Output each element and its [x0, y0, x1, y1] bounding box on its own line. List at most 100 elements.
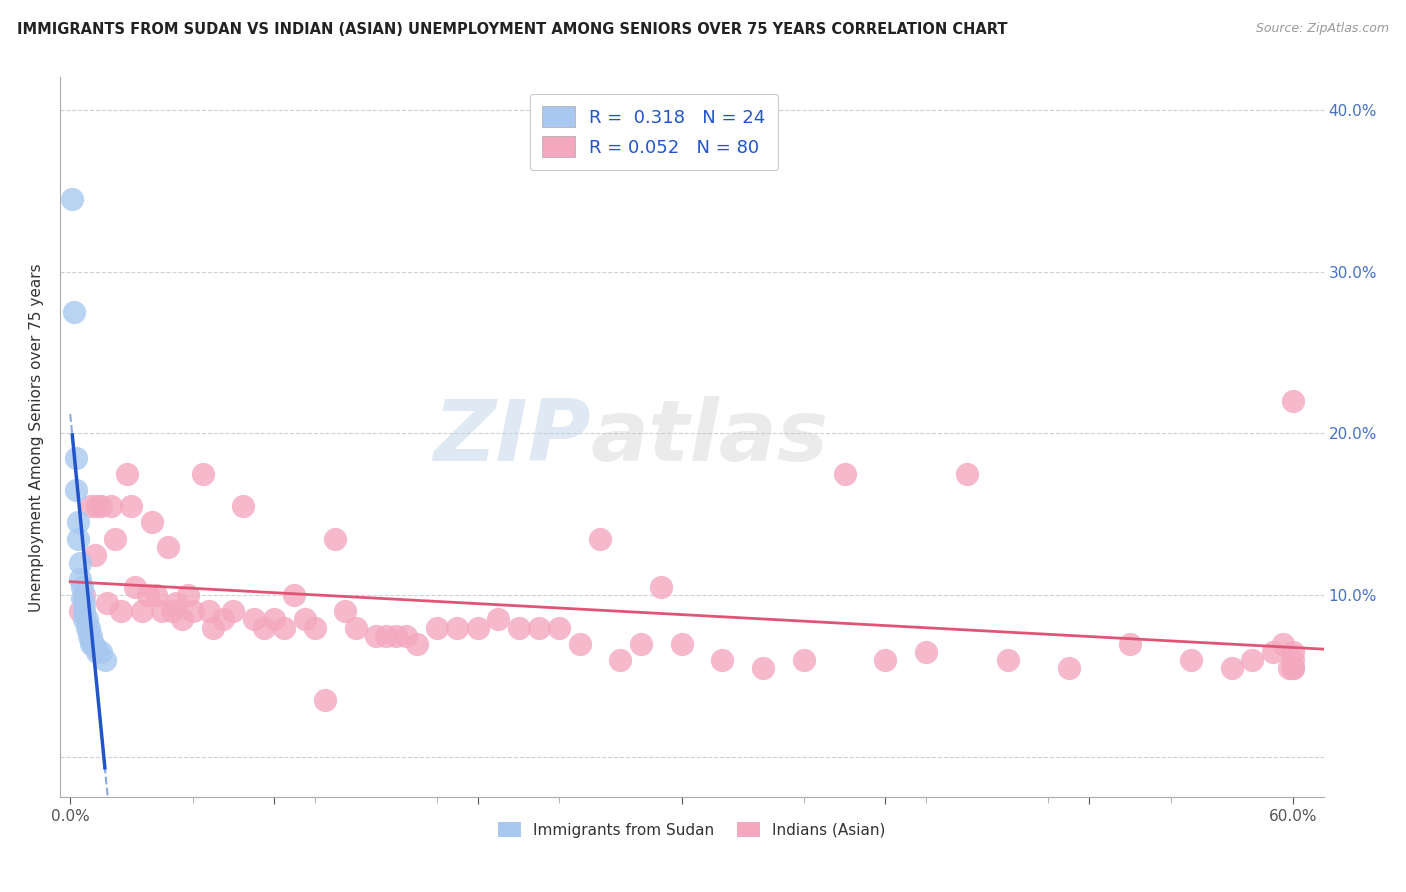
Point — [711, 653, 734, 667]
Text: IMMIGRANTS FROM SUDAN VS INDIAN (ASIAN) UNEMPLOYMENT AMONG SENIORS OVER 75 YEARS: IMMIGRANTS FROM SUDAN VS INDIAN (ASIAN) … — [17, 22, 1007, 37]
Point — [589, 532, 612, 546]
Point — [104, 532, 127, 546]
Point — [157, 540, 180, 554]
Point — [527, 621, 550, 635]
Point — [997, 653, 1019, 667]
Point — [65, 450, 87, 465]
Point — [1282, 394, 1305, 409]
Point — [90, 499, 112, 513]
Point — [1282, 661, 1305, 675]
Point — [273, 621, 295, 635]
Point — [752, 661, 775, 675]
Point — [76, 621, 98, 635]
Point — [191, 467, 214, 481]
Point — [1180, 653, 1202, 667]
Point — [1282, 645, 1305, 659]
Legend: Immigrants from Sudan, Indians (Asian): Immigrants from Sudan, Indians (Asian) — [492, 815, 891, 844]
Point — [145, 588, 167, 602]
Point — [609, 653, 631, 667]
Point — [73, 604, 96, 618]
Text: Source: ZipAtlas.com: Source: ZipAtlas.com — [1256, 22, 1389, 36]
Point — [69, 604, 91, 618]
Text: ZIP: ZIP — [433, 396, 591, 479]
Point — [83, 640, 105, 654]
Point — [73, 596, 96, 610]
Point — [67, 532, 90, 546]
Point — [82, 637, 104, 651]
Point — [124, 580, 146, 594]
Point — [120, 499, 142, 513]
Point — [63, 305, 86, 319]
Point — [1057, 661, 1080, 675]
Point — [150, 604, 173, 618]
Point — [90, 645, 112, 659]
Point — [1241, 653, 1264, 667]
Point — [568, 637, 591, 651]
Point — [60, 192, 83, 206]
Point — [79, 637, 101, 651]
Point — [1282, 661, 1305, 675]
Point — [548, 621, 571, 635]
Point — [875, 653, 897, 667]
Point — [314, 693, 336, 707]
Point — [117, 467, 139, 481]
Point — [65, 483, 87, 497]
Point — [73, 588, 96, 602]
Point — [1278, 661, 1301, 675]
Point — [793, 653, 815, 667]
Point — [1119, 637, 1142, 651]
Point — [198, 604, 221, 618]
Point — [671, 637, 693, 651]
Point — [1271, 637, 1294, 651]
Point — [77, 621, 100, 635]
Point — [110, 604, 132, 618]
Point — [86, 645, 108, 659]
Point — [212, 612, 235, 626]
Point — [294, 612, 316, 626]
Point — [915, 645, 938, 659]
Point — [253, 621, 276, 635]
Point — [283, 588, 305, 602]
Point — [232, 499, 254, 513]
Point — [131, 604, 153, 618]
Point — [100, 499, 122, 513]
Point — [73, 612, 96, 626]
Point — [136, 588, 159, 602]
Point — [630, 637, 652, 651]
Text: atlas: atlas — [591, 396, 830, 479]
Point — [72, 580, 94, 594]
Point — [181, 604, 204, 618]
Point — [304, 621, 326, 635]
Point — [160, 604, 183, 618]
Point — [508, 621, 530, 635]
Point — [79, 499, 101, 513]
Point — [323, 532, 346, 546]
Point — [222, 604, 245, 618]
Point — [467, 621, 489, 635]
Point — [94, 653, 117, 667]
Point — [172, 612, 194, 626]
Point — [141, 516, 163, 530]
Point — [69, 556, 91, 570]
Point — [67, 516, 90, 530]
Point — [86, 499, 108, 513]
Point — [834, 467, 856, 481]
Point — [650, 580, 672, 594]
Point — [165, 596, 187, 610]
Point — [375, 629, 398, 643]
Point — [405, 637, 427, 651]
Point — [446, 621, 468, 635]
Point — [79, 629, 101, 643]
Point — [1220, 661, 1243, 675]
Point — [201, 621, 224, 635]
Point — [956, 467, 979, 481]
Point — [1261, 645, 1284, 659]
Point — [96, 596, 118, 610]
Point — [364, 629, 387, 643]
Point — [344, 621, 367, 635]
Point — [395, 629, 418, 643]
Point — [426, 621, 449, 635]
Point — [76, 612, 98, 626]
Point — [242, 612, 264, 626]
Point — [83, 548, 105, 562]
